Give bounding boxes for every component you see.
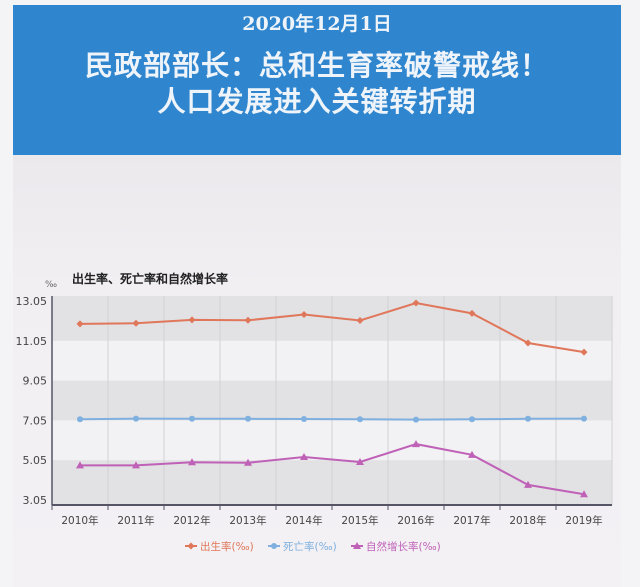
data-point-2 xyxy=(580,490,588,498)
data-point-0 xyxy=(524,339,532,347)
x-tick-label: 2013年 xyxy=(229,514,266,527)
data-point-2 xyxy=(300,453,308,461)
data-point-0 xyxy=(300,311,308,319)
data-point-1 xyxy=(581,415,587,422)
data-point-1 xyxy=(469,416,475,423)
data-point-2 xyxy=(76,461,84,469)
data-point-1 xyxy=(357,416,363,423)
x-tick-label: 2017年 xyxy=(453,514,490,527)
x-tick-label: 2016年 xyxy=(397,514,434,527)
data-point-0 xyxy=(76,320,84,328)
data-point-0 xyxy=(468,309,476,317)
legend-marker xyxy=(271,543,277,549)
headline-banner: 2020年12月1日 民政部部长：总和生育率破警戒线！ 人口发展进入关键转折期 xyxy=(13,5,621,155)
data-point-1 xyxy=(77,416,83,423)
y-tick-label: 11.05 xyxy=(16,335,48,348)
x-tick-label: 2014年 xyxy=(285,514,322,527)
data-point-1 xyxy=(189,415,195,422)
headline-line-2: 人口发展进入关键转折期 xyxy=(157,85,477,118)
y-tick-label: 3.05 xyxy=(23,494,48,507)
data-point-0 xyxy=(580,348,588,356)
series-line-1 xyxy=(79,417,585,421)
x-tick-label: 2019年 xyxy=(565,514,602,527)
legend-label: 自然增长率(‰) xyxy=(366,540,441,553)
series-line-0 xyxy=(79,301,585,354)
y-tick-label: 5.05 xyxy=(23,454,48,467)
legend-label: 出生率(‰) xyxy=(200,540,254,553)
y-tick-label: 9.05 xyxy=(23,375,48,388)
y-tick-label: 13.05 xyxy=(16,295,48,308)
series-line-2 xyxy=(80,443,585,496)
data-point-0 xyxy=(356,317,364,325)
chart-title: 出生率、死亡率和自然增长率 xyxy=(72,271,228,286)
legend-label: 死亡率(‰) xyxy=(283,540,337,553)
date-label: 2020年12月1日 xyxy=(242,13,392,35)
data-point-2 xyxy=(468,450,476,458)
data-point-1 xyxy=(413,416,419,423)
data-point-2 xyxy=(244,458,252,466)
data-point-0 xyxy=(412,299,420,307)
x-tick-label: 2012年 xyxy=(173,514,210,527)
data-point-0 xyxy=(188,316,196,324)
y-tick-label: 7.05 xyxy=(23,414,48,427)
data-point-2 xyxy=(524,480,532,488)
x-tick-label: 2010年 xyxy=(61,514,98,527)
data-point-1 xyxy=(525,415,531,422)
y-axis-unit: ‰ xyxy=(45,280,57,290)
x-tick-label: 2018年 xyxy=(509,514,546,527)
data-point-0 xyxy=(244,316,252,324)
legend-marker xyxy=(353,542,361,549)
x-tick-label: 2011年 xyxy=(117,514,154,527)
data-point-2 xyxy=(188,458,196,466)
data-point-1 xyxy=(133,415,139,422)
x-tick-label: 2015年 xyxy=(341,514,378,527)
data-point-2 xyxy=(132,461,140,469)
data-point-0 xyxy=(132,319,140,327)
data-point-2 xyxy=(412,440,420,448)
data-point-1 xyxy=(245,415,251,422)
data-point-2 xyxy=(356,457,364,465)
headline-line-1: 民政部部长：总和生育率破警戒线！ xyxy=(84,49,549,82)
legend-marker xyxy=(187,542,195,550)
data-point-1 xyxy=(301,416,307,423)
